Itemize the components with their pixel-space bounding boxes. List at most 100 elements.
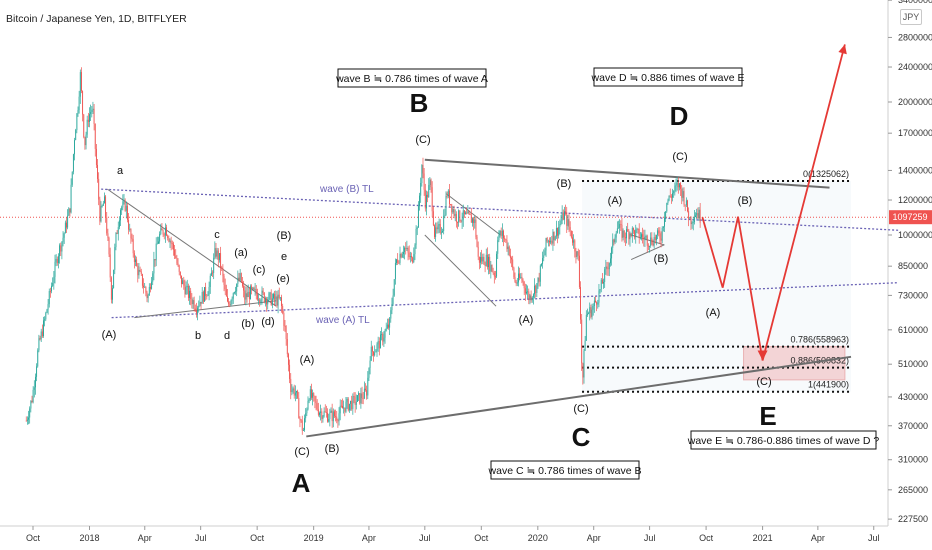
candle-body <box>162 230 164 235</box>
candle-body <box>419 195 420 207</box>
candle-body <box>450 204 452 205</box>
candle-body <box>574 240 576 252</box>
candle-body <box>661 227 663 241</box>
candle-body <box>166 227 167 236</box>
candle-body <box>347 398 349 411</box>
candle-body <box>352 396 354 410</box>
candle-body <box>325 412 327 413</box>
candle-body <box>129 229 131 230</box>
candle-body <box>389 318 391 328</box>
candle-body <box>683 191 685 205</box>
candle-body <box>149 286 151 289</box>
candle-body <box>542 257 544 264</box>
candle-body <box>289 364 291 379</box>
candle-body <box>498 234 500 241</box>
last-price-tag <box>889 210 932 225</box>
candle-body <box>287 354 289 365</box>
candle-body <box>281 297 282 306</box>
wave-name-C: C <box>572 422 591 452</box>
wave-label: (C) <box>756 376 771 388</box>
candle-body <box>194 308 196 311</box>
candle-body <box>566 212 568 226</box>
candle-body <box>693 217 695 223</box>
candle-body <box>223 276 225 285</box>
candle-body <box>365 388 366 391</box>
candle-body <box>562 212 564 220</box>
candle-body <box>604 269 606 282</box>
candle-body <box>54 261 56 277</box>
candle-body <box>74 140 75 155</box>
currency-badge[interactable]: JPY <box>900 9 922 25</box>
candle-body <box>685 200 687 206</box>
candle-body <box>630 233 632 236</box>
candle-body <box>86 119 88 135</box>
candle-body <box>285 326 287 340</box>
candle-body <box>504 238 506 240</box>
candle-body <box>409 256 411 258</box>
candle-body <box>282 305 284 314</box>
annotation-box <box>593 67 743 87</box>
candle-body <box>373 351 374 356</box>
candle-body <box>465 212 466 215</box>
candle-body <box>323 411 325 417</box>
candle-body <box>616 228 618 233</box>
wave-label: (C) <box>415 134 430 146</box>
candle-body <box>531 297 533 301</box>
candle-body <box>603 281 604 284</box>
candle-body <box>573 240 575 243</box>
candle-body <box>55 258 57 262</box>
candle-body <box>386 324 388 329</box>
candle-body <box>366 390 368 396</box>
candle-body <box>312 393 314 398</box>
candle-body <box>491 264 493 272</box>
candle-body <box>174 249 176 256</box>
candle-body <box>620 224 622 225</box>
candle-body <box>423 173 425 190</box>
candle-body <box>331 410 333 422</box>
candle-body <box>241 281 243 287</box>
candle-body <box>565 211 567 213</box>
candle-body <box>552 231 554 244</box>
candle-body <box>635 229 637 238</box>
annotation-box <box>690 430 877 450</box>
x-tick-label: Oct <box>250 533 265 543</box>
candle-body <box>49 291 51 292</box>
wave-name-E: E <box>759 401 776 431</box>
wave-label: (C) <box>573 403 588 415</box>
candle-body <box>269 292 271 294</box>
candle-body <box>612 239 614 248</box>
candle-body <box>115 232 117 248</box>
candle-body <box>536 283 538 293</box>
wave-b-trendline <box>101 188 899 231</box>
candle-body <box>461 219 463 222</box>
candle-body <box>443 215 445 232</box>
candle-body <box>460 220 462 222</box>
candle-body <box>314 396 316 402</box>
candle-body <box>114 247 116 270</box>
candle-body <box>581 319 583 364</box>
candle-body <box>427 194 429 198</box>
y-tick-label: 1200000 <box>898 195 932 205</box>
candle-body <box>551 240 553 244</box>
candle-body <box>126 205 128 220</box>
candle-body <box>151 281 153 289</box>
candle-body <box>668 195 670 201</box>
candle-body <box>675 184 677 186</box>
candle-body <box>394 262 396 280</box>
candle-body <box>275 296 277 300</box>
candle-body <box>567 219 569 226</box>
candle-body <box>247 291 249 298</box>
candle-body <box>83 114 85 137</box>
candle-body <box>377 341 379 345</box>
candle-body <box>233 292 235 294</box>
candle-body <box>645 236 647 237</box>
candle-body <box>383 337 385 342</box>
candle-body <box>629 233 631 240</box>
candle-body <box>589 307 591 314</box>
y-tick-label: 610000 <box>898 325 928 335</box>
candle-body <box>399 253 401 263</box>
candle-body <box>699 209 701 223</box>
candle-body <box>485 254 487 266</box>
candle-body <box>489 256 491 272</box>
